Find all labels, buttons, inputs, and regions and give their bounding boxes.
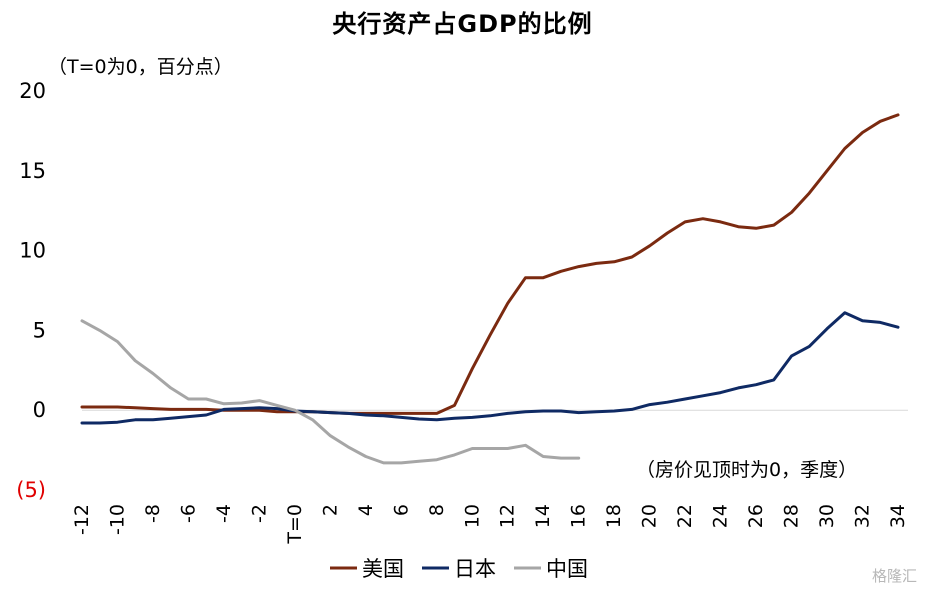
x-tick-label: T=0	[284, 504, 306, 545]
x-tick-label: -6	[177, 504, 199, 523]
x-axis-unit-label: （房价见顶时为0，季度）	[636, 459, 858, 481]
series-line-1	[80, 311, 900, 425]
y-tick-label: 10	[19, 239, 46, 263]
y-tick-label: 0	[33, 398, 46, 422]
y-tick-label: 20	[19, 79, 46, 103]
x-tick-label: 32	[852, 504, 874, 528]
x-tick-label: 16	[568, 504, 590, 528]
x-tick-label: 10	[461, 504, 483, 528]
series-line-2	[80, 319, 581, 465]
chart-title: 央行资产占GDP的比例	[332, 10, 593, 38]
x-tick-label: -10	[106, 504, 128, 535]
watermark-logo: 格隆汇	[871, 567, 917, 585]
y-tick-label: 5	[33, 318, 46, 342]
x-tick-label: 30	[816, 504, 838, 528]
x-tick-label: -12	[71, 504, 93, 535]
legend-label: 美国	[362, 557, 404, 581]
x-tick-label: 14	[532, 504, 554, 528]
x-tick-label: 12	[497, 504, 519, 528]
legend-label: 中国	[546, 557, 588, 581]
x-tick-label: 6	[390, 504, 412, 516]
x-tick-label: 18	[603, 504, 625, 528]
x-tick-label: 26	[745, 504, 767, 528]
y-tick-label: 15	[19, 159, 46, 183]
x-tick-label: -4	[213, 504, 235, 523]
x-tick-label: 4	[355, 504, 377, 516]
y-axis-unit-label: （T=0为0，百分点）	[48, 56, 233, 78]
y-tick-label: (5)	[16, 478, 46, 502]
x-tick-label: 2	[319, 504, 341, 516]
x-tick-label: -2	[248, 504, 270, 523]
x-tick-label: 8	[426, 504, 448, 516]
x-tick-label: -8	[142, 504, 164, 523]
x-tick-label: 34	[887, 504, 909, 528]
x-tick-label: 28	[781, 504, 803, 528]
legend-label: 日本	[454, 557, 496, 581]
x-tick-label: 20	[639, 504, 661, 528]
x-tick-label: 22	[674, 504, 696, 528]
x-tick-label: 24	[710, 504, 732, 528]
series-line-0	[80, 113, 900, 415]
